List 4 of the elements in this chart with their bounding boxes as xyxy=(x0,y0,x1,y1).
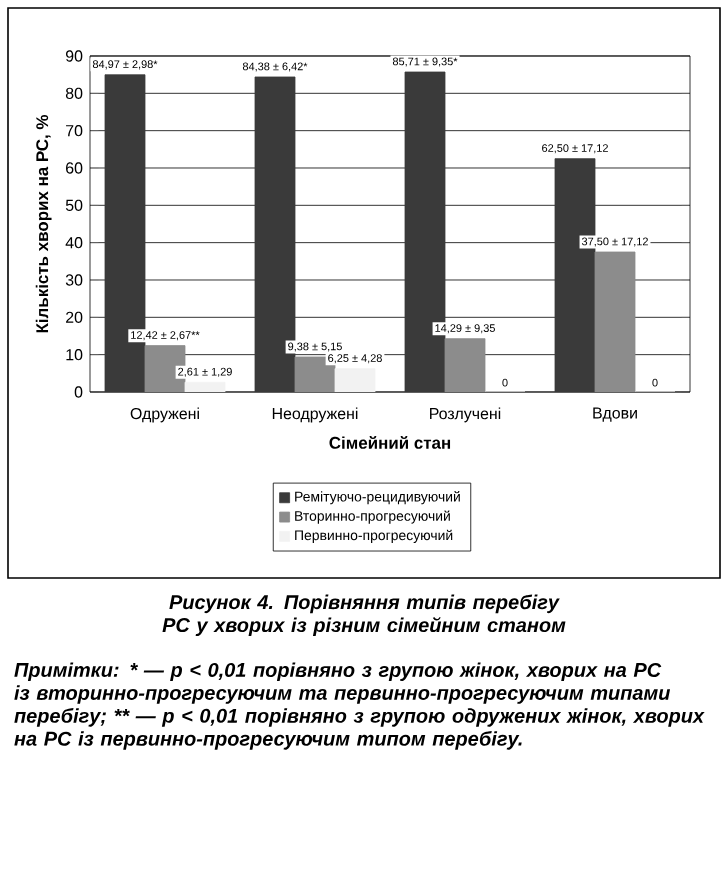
text: Примітки: * — p < 0,01 порівняно з групою жінок, хворих на РС із вторинно-прогресуючим та первинно-прогресуючим типами перебігу; ** — p < 0,01 порівняно з групою одружених жінок, хворих на РС із первинно-прогресуючим типом перебігу. xyxy=(14,662,705,750)
x-axis-title: Сімейний стан xyxy=(329,436,451,449)
y-axis-title: Кількість хворих на РС, % xyxy=(35,114,52,333)
text: Рисунок 4. Порівняння типів перебігу РС у хворих із різним сімейним станом xyxy=(162,594,566,637)
